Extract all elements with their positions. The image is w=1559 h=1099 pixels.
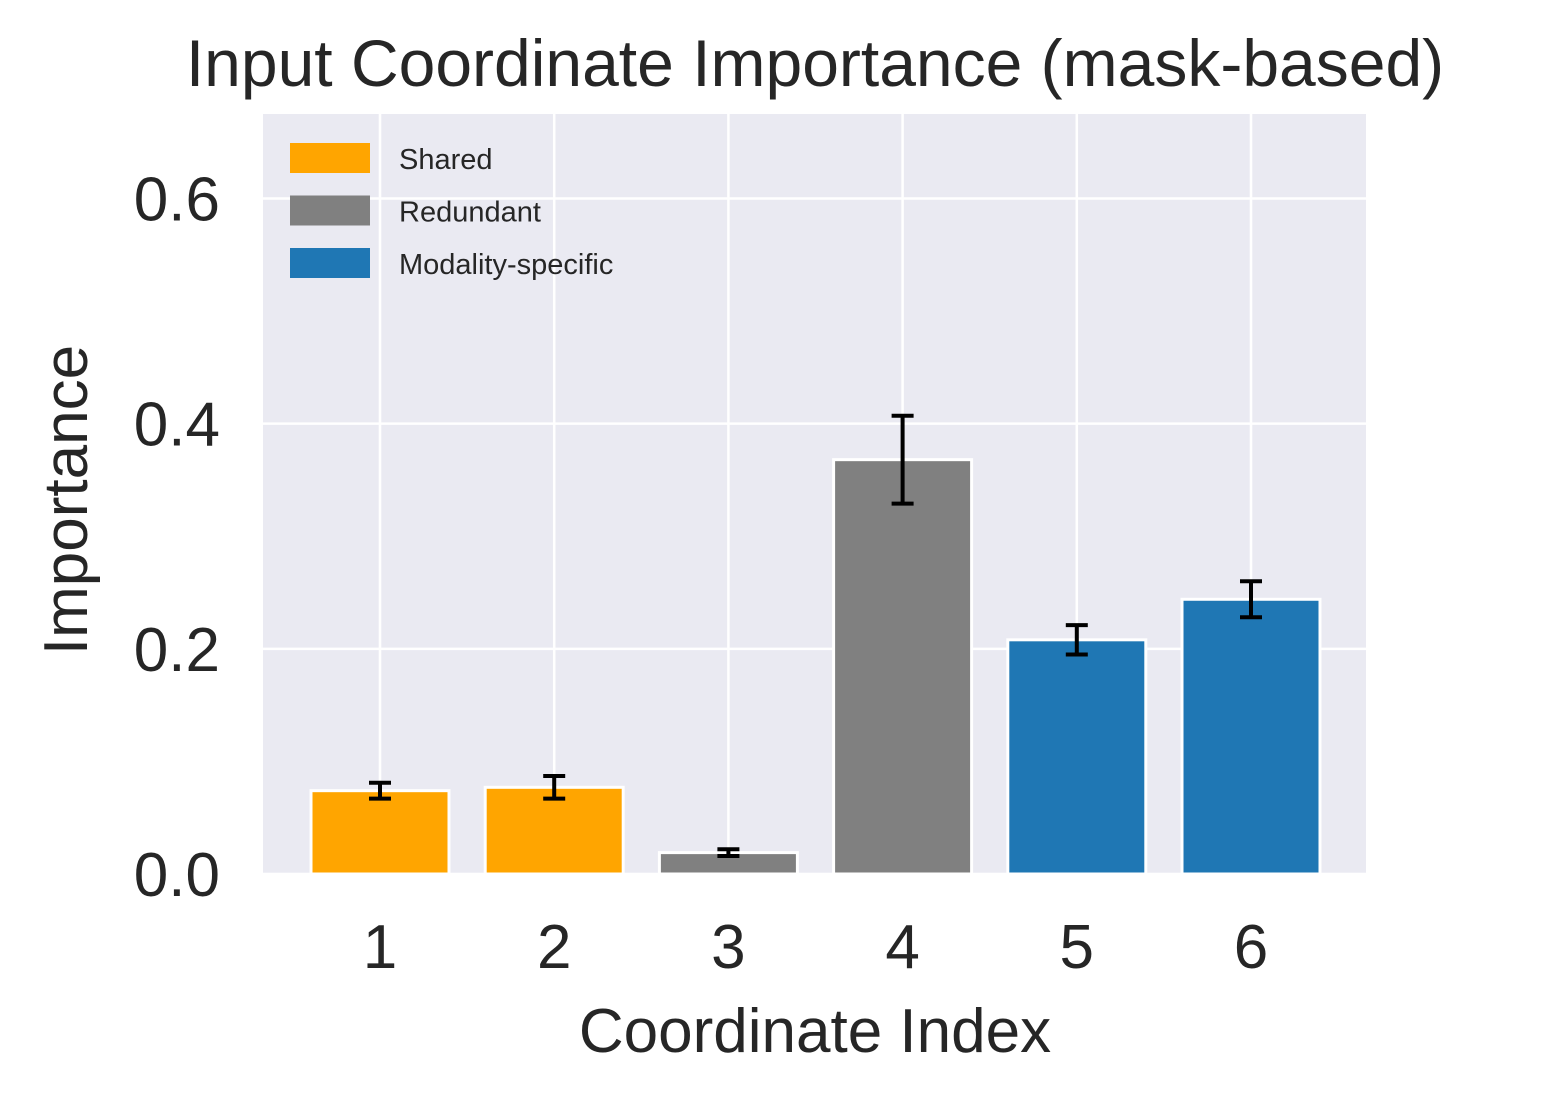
- error-bar-5: [1065, 623, 1088, 657]
- error-bar-1: [369, 780, 391, 801]
- y-tick-label: 0.0: [134, 841, 220, 910]
- bar-6: [1180, 597, 1322, 876]
- y-tick-label: 0.6: [134, 165, 220, 234]
- x-tick-label: 5: [1060, 913, 1094, 982]
- error-bar-6: [1240, 579, 1262, 620]
- legend-item-redundant: Redundant: [290, 195, 541, 229]
- y-tick-labels: 0.0 0.2 0.4 0.6: [134, 165, 220, 910]
- legend: Shared Redundant Modality-specific: [290, 143, 613, 281]
- x-tick-label: 1: [363, 913, 397, 982]
- error-bar-2: [543, 774, 566, 801]
- y-tick-label: 0.4: [134, 391, 220, 460]
- legend-swatch: [290, 143, 370, 173]
- bar-1: [309, 789, 451, 876]
- x-tick-label: 4: [885, 913, 919, 982]
- legend-item-modality-specific: Modality-specific: [290, 248, 613, 281]
- error-bars: [369, 413, 1262, 858]
- x-tick-label: 2: [537, 913, 571, 982]
- x-tick-label: 3: [711, 913, 745, 982]
- x-tick-label: 6: [1234, 913, 1268, 982]
- bar-2: [483, 785, 625, 876]
- legend-label: Redundant: [399, 197, 541, 229]
- legend-label: Modality-specific: [399, 249, 613, 281]
- legend-swatch: [290, 195, 370, 226]
- bar-5: [1006, 638, 1148, 876]
- legend-item-shared: Shared: [290, 143, 493, 176]
- x-tick-labels: 1 2 3 4 5 6: [363, 913, 1268, 982]
- legend-label: Shared: [399, 144, 493, 176]
- y-axis-label: Importance: [32, 345, 101, 655]
- y-tick-label: 0.2: [134, 616, 220, 685]
- error-bar-3: [717, 847, 740, 858]
- bars: [309, 458, 1322, 876]
- chart-title: Input Coordinate Importance (mask-based): [186, 26, 1444, 100]
- error-bar-4: [891, 413, 914, 506]
- legend-swatch: [290, 248, 370, 278]
- x-axis-label: Coordinate Index: [579, 997, 1051, 1066]
- bar-4: [832, 458, 974, 876]
